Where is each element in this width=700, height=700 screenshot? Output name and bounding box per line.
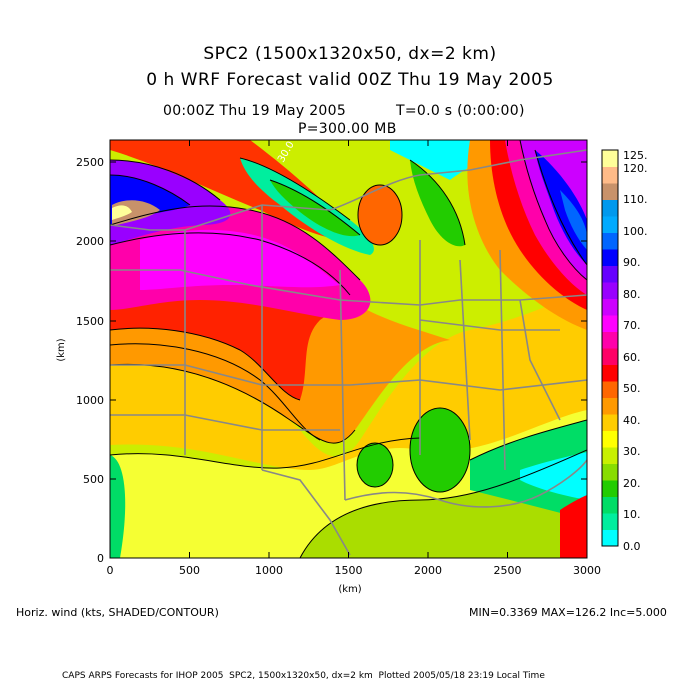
colorbar-band: [602, 513, 618, 530]
colorbar-band: [602, 447, 618, 464]
shaded-wind-field: 30.0: [110, 140, 587, 558]
colorbar-label: 100.: [623, 225, 648, 238]
colorbar-label: 80.: [623, 288, 641, 301]
colorbar-band: [602, 265, 618, 283]
field-red-se: [560, 495, 587, 558]
stats-label: MIN=0.3369 MAX=126.2 Inc=5.000: [469, 606, 667, 619]
colorbar: [602, 150, 618, 547]
colorbar-band: [602, 364, 618, 382]
y-axis-ticks: [110, 161, 587, 559]
colorbar-frame: [601, 149, 619, 547]
field-green-ne: [410, 160, 465, 247]
y-tick-label: 1500: [76, 315, 104, 328]
colorbar-band: [602, 480, 618, 497]
x-axis-title: (km): [338, 584, 361, 595]
y-tick-label: 2000: [76, 235, 104, 248]
y-tick-label: 2500: [76, 156, 104, 169]
colorbar-band: [602, 298, 618, 316]
title-line-2: 0 h WRF Forecast valid 00Z Thu 19 May 20…: [146, 70, 554, 90]
colorbar-band: [602, 166, 618, 184]
y-tick-label: 1000: [76, 394, 104, 407]
field-green-sw: [110, 455, 126, 558]
colorbar-label: 0.0: [623, 540, 641, 553]
colorbar-band: [602, 463, 618, 481]
colorbar-band: [602, 183, 618, 200]
subtitle-time: 00:00Z Thu 19 May 2005: [163, 103, 347, 119]
field-purple-east: [520, 140, 587, 280]
x-tick-label: 1500: [335, 564, 363, 577]
x-tick-label: 1000: [255, 564, 283, 577]
colorbar-label: 70.: [623, 319, 641, 332]
colorbar-label: 40.: [623, 414, 641, 427]
colorbar-band: [602, 249, 618, 266]
colorbar-band: [602, 315, 618, 332]
field-cyan-se: [520, 452, 587, 500]
field-green-gulf: [300, 450, 587, 558]
field-orange-blob: [358, 185, 402, 245]
colorbar-label: 120.: [623, 162, 648, 175]
field-yellowmax-nw: [112, 205, 132, 220]
x-tick-label: 0: [107, 564, 114, 577]
contour-lines: [110, 140, 587, 558]
y-tick-label: 500: [83, 473, 104, 486]
colorbar-label: 20.: [623, 477, 641, 490]
field-orange-band: [110, 290, 587, 470]
field-blue-east: [535, 150, 587, 265]
colorbar-label: 125.: [623, 149, 648, 162]
colorbar-band: [602, 216, 618, 233]
colorbar-band: [602, 232, 618, 250]
field-green-central: [357, 443, 393, 487]
x-tick-label: 2500: [494, 564, 522, 577]
colorbar-label: 90.: [623, 256, 641, 269]
colorbar-band: [602, 348, 618, 365]
colorbar-band: [602, 397, 618, 415]
subtitle-level: P=300.00 MB: [298, 121, 397, 137]
colorbar-band: [602, 529, 618, 547]
colorbar-label: 60.: [623, 351, 641, 364]
colorbar-band: [602, 331, 618, 349]
colorbar-label: 10.: [623, 508, 641, 521]
colorbar-band: [602, 414, 618, 431]
state-boundaries: [110, 149, 587, 556]
x-tick-label: 2000: [414, 564, 442, 577]
y-axis-title: (km): [56, 338, 67, 361]
colorbar-band: [602, 430, 618, 448]
colorbar-band: [602, 496, 618, 514]
field-lightblue-east: [560, 190, 587, 250]
title-line-1: SPC2 (1500x1320x50, dx=2 km): [203, 44, 497, 64]
colorbar-band: [602, 150, 618, 167]
field-magenta-core: [140, 229, 340, 290]
y-tick-label: 0: [97, 552, 104, 565]
subtitle-t: T=0.0 s (0:00:00): [396, 103, 525, 119]
colorbar-band: [602, 282, 618, 299]
colorbar-label: 50.: [623, 382, 641, 395]
colorbar-label: 30.: [623, 445, 641, 458]
x-tick-label: 500: [179, 564, 200, 577]
x-axis-ticks: [109, 140, 588, 558]
x-tick-label: 3000: [573, 564, 601, 577]
field-green-trough: [270, 180, 360, 237]
footer: CAPS ARPS Forecasts for IHOP 2005 SPC2, …: [62, 671, 545, 681]
colorbar-label: 110.: [623, 193, 648, 206]
colorbar-band: [602, 381, 618, 398]
field-label: Horiz. wind (kts, SHADED/CONTOUR): [16, 606, 219, 619]
field-green-central-2: [410, 408, 470, 492]
colorbar-band: [602, 199, 618, 217]
